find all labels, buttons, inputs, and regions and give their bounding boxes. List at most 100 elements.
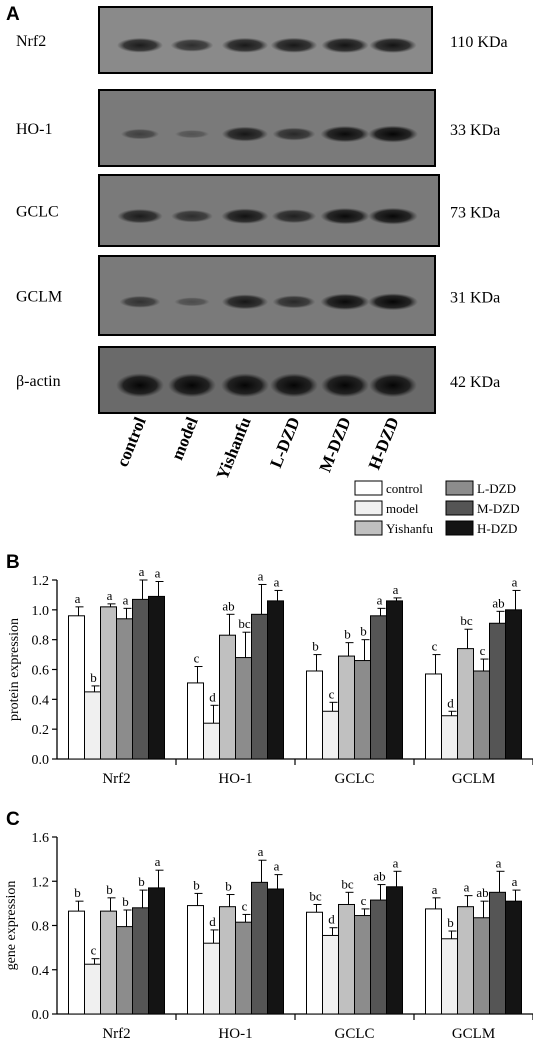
blot-band: [272, 127, 316, 141]
significance-letter: bc: [460, 613, 473, 628]
bar: [489, 622, 506, 760]
bar: [116, 926, 133, 1015]
bar: [68, 910, 85, 1015]
y-tick-label: 0.0: [32, 753, 50, 768]
significance-letter: c: [242, 898, 248, 913]
significance-letter: d: [209, 689, 216, 704]
blot-lane-label: M-DZD: [316, 414, 355, 475]
blot-size-label: 31 KDa: [450, 290, 500, 307]
blot-protein-label: β-actin: [16, 373, 61, 390]
blot-band: [174, 297, 210, 307]
y-axis-label: gene expression: [4, 881, 19, 971]
legend-label: M-DZD: [477, 501, 520, 516]
blot-band: [174, 129, 210, 139]
significance-letter: a: [123, 592, 129, 607]
bar: [386, 600, 403, 760]
significance-letter: a: [496, 855, 502, 870]
blot-band: [321, 37, 369, 54]
y-tick-label: 1.6: [32, 831, 50, 846]
blot-band: [221, 373, 269, 398]
significance-letter: a: [155, 854, 161, 869]
significance-letter: d: [328, 912, 335, 927]
blot-band: [321, 373, 369, 398]
blot-band: [320, 207, 370, 225]
significance-letter: a: [258, 568, 264, 583]
blot-band: [221, 126, 269, 142]
legend-label: control: [386, 481, 423, 496]
legend-label: model: [386, 501, 419, 516]
x-category-label: HO-1: [218, 1026, 252, 1040]
significance-letter: a: [432, 882, 438, 897]
bar: [187, 905, 204, 1015]
blot-band: [221, 37, 269, 53]
significance-letter: a: [512, 574, 518, 589]
blot-band: [368, 125, 418, 143]
significance-letter: ab: [492, 595, 504, 610]
x-category-label: GCLC: [334, 1026, 374, 1040]
significance-letter: a: [75, 591, 81, 606]
significance-letter: b: [344, 627, 351, 642]
legend: control model Yishanfu L-DZD M-DZD H-DZD: [354, 480, 520, 536]
significance-letter: b: [312, 639, 319, 654]
significance-letter: c: [432, 639, 438, 654]
significance-letter: a: [139, 564, 145, 579]
bar: [425, 908, 442, 1015]
significance-letter: b: [360, 624, 367, 639]
significance-letter: c: [329, 686, 335, 701]
blot-band: [368, 293, 418, 311]
significance-letter: b: [447, 915, 454, 930]
significance-letter: a: [393, 582, 399, 597]
bar: [473, 670, 490, 760]
bar: [457, 648, 474, 760]
bar: [338, 655, 355, 760]
blot-band: [368, 207, 418, 225]
bar: [441, 715, 458, 760]
blot-protein-label: GCLC: [16, 204, 59, 221]
blot-band: [221, 208, 269, 224]
bar: [219, 634, 236, 760]
y-tick-label: 1.2: [32, 875, 50, 890]
legend-swatch: [354, 500, 383, 516]
blot-band: [272, 295, 316, 309]
y-tick-label: 1.0: [32, 604, 50, 619]
x-category-label: GCLM: [452, 1026, 495, 1040]
blot-size-label: 110 KDa: [450, 34, 508, 51]
blot-lane-label: Yishanfu: [213, 414, 255, 482]
blot-band: [320, 125, 370, 143]
significance-letter: b: [122, 894, 129, 909]
bar: [473, 917, 490, 1015]
western-blot: Nrf2 110 KDa HO-1 33 KDa GCLC 73 KDa GCLM 31 KD…: [16, 6, 508, 482]
bar: [370, 899, 387, 1015]
bar: [132, 598, 149, 760]
significance-letter: bc: [341, 876, 354, 891]
legend-swatch: [354, 520, 383, 536]
y-tick-label: 0.8: [32, 634, 50, 649]
blot-band: [270, 37, 318, 53]
significance-letter: a: [107, 588, 113, 603]
bar: [100, 606, 117, 760]
blot-band: [116, 373, 164, 398]
legend-swatch: [445, 500, 474, 516]
blot-band: [369, 37, 417, 54]
x-category-label: GCLM: [452, 771, 495, 787]
bar: [441, 938, 458, 1015]
significance-letter: ab: [373, 869, 385, 884]
bar: [219, 906, 236, 1015]
x-category-label: Nrf2: [102, 1026, 130, 1040]
y-tick-label: 1.2: [32, 574, 50, 589]
blot-size-label: 42 KDa: [450, 374, 500, 391]
blot-band: [270, 373, 318, 398]
y-tick-label: 0.2: [32, 723, 50, 738]
bar: [505, 609, 522, 760]
bar: [148, 595, 165, 760]
bar: [267, 888, 284, 1015]
bar: [267, 600, 284, 760]
blot-size-label: 73 KDa: [450, 205, 500, 222]
blot-band: [369, 373, 417, 398]
significance-letter: c: [194, 651, 200, 666]
blot-band: [117, 208, 163, 224]
bar: [203, 942, 220, 1015]
bar: [84, 963, 101, 1015]
